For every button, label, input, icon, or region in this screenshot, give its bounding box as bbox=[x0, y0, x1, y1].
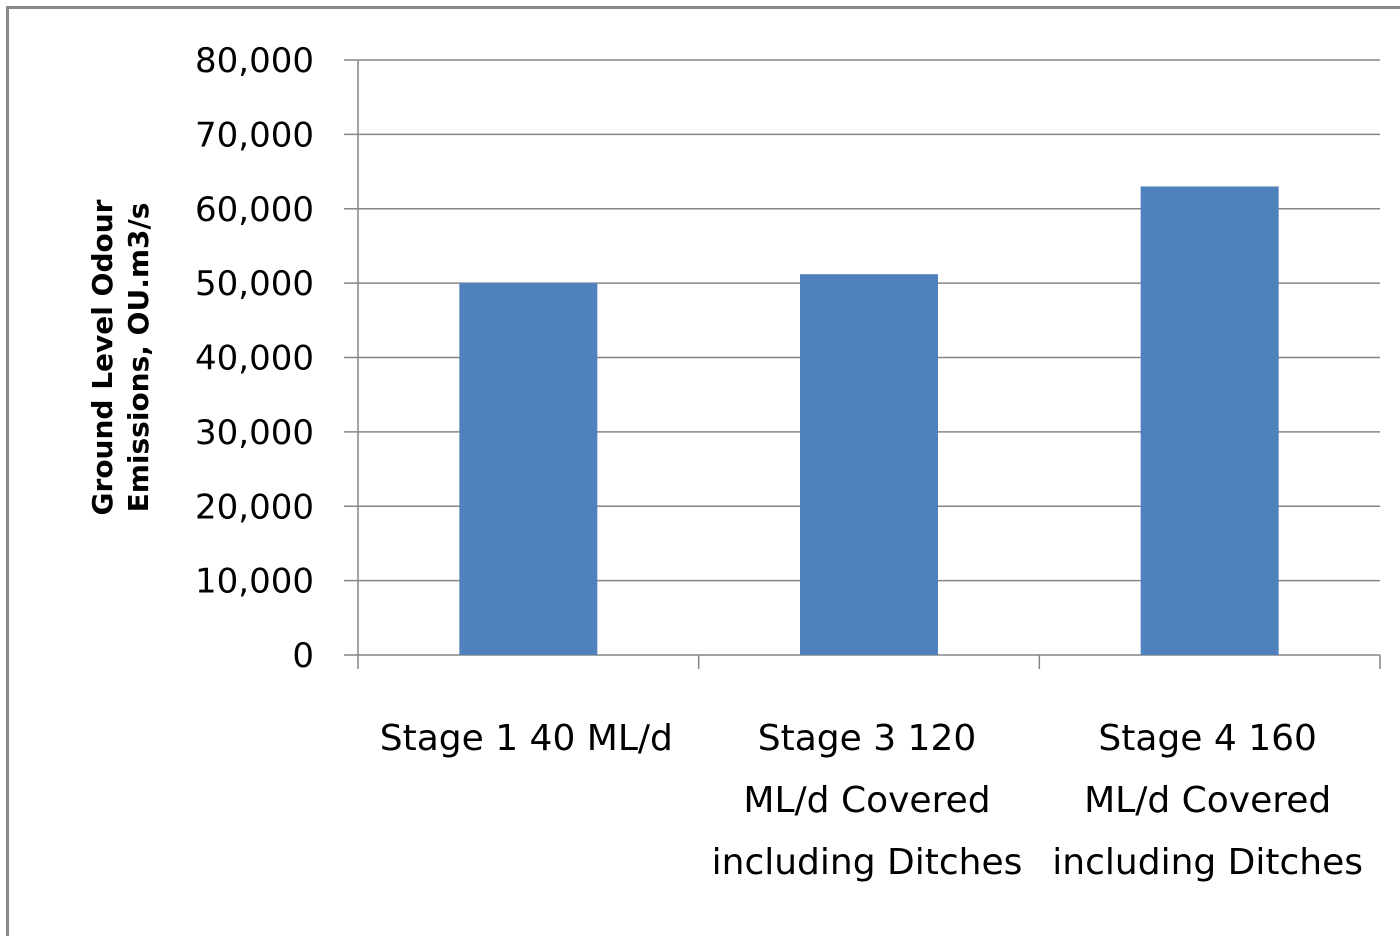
bar bbox=[459, 283, 598, 655]
y-tick-label: 60,000 bbox=[195, 190, 314, 230]
y-tick-label: 20,000 bbox=[195, 487, 314, 527]
y-tick-label: 40,000 bbox=[195, 339, 314, 379]
y-tick-label: 50,000 bbox=[195, 264, 314, 304]
y-tick-label: 10,000 bbox=[195, 562, 314, 602]
bar bbox=[800, 274, 938, 655]
y-tick-label: 80,000 bbox=[195, 41, 314, 81]
x-category-label: Stage 4 160 ML/d Covered including Ditches bbox=[1052, 718, 1363, 883]
y-axis-title: Ground Level Odour Emissions, OU.m3/s bbox=[86, 199, 155, 515]
x-category-label: Stage 3 120 ML/d Covered including Ditches bbox=[712, 718, 1023, 883]
y-tick-label: 0 bbox=[292, 636, 314, 676]
y-tick-label: 30,000 bbox=[195, 413, 314, 453]
y-tick-label: 70,000 bbox=[195, 115, 314, 155]
chart-frame bbox=[6, 6, 1400, 936]
x-category-label: Stage 1 40 ML/d bbox=[380, 718, 673, 759]
bar bbox=[1140, 186, 1279, 655]
